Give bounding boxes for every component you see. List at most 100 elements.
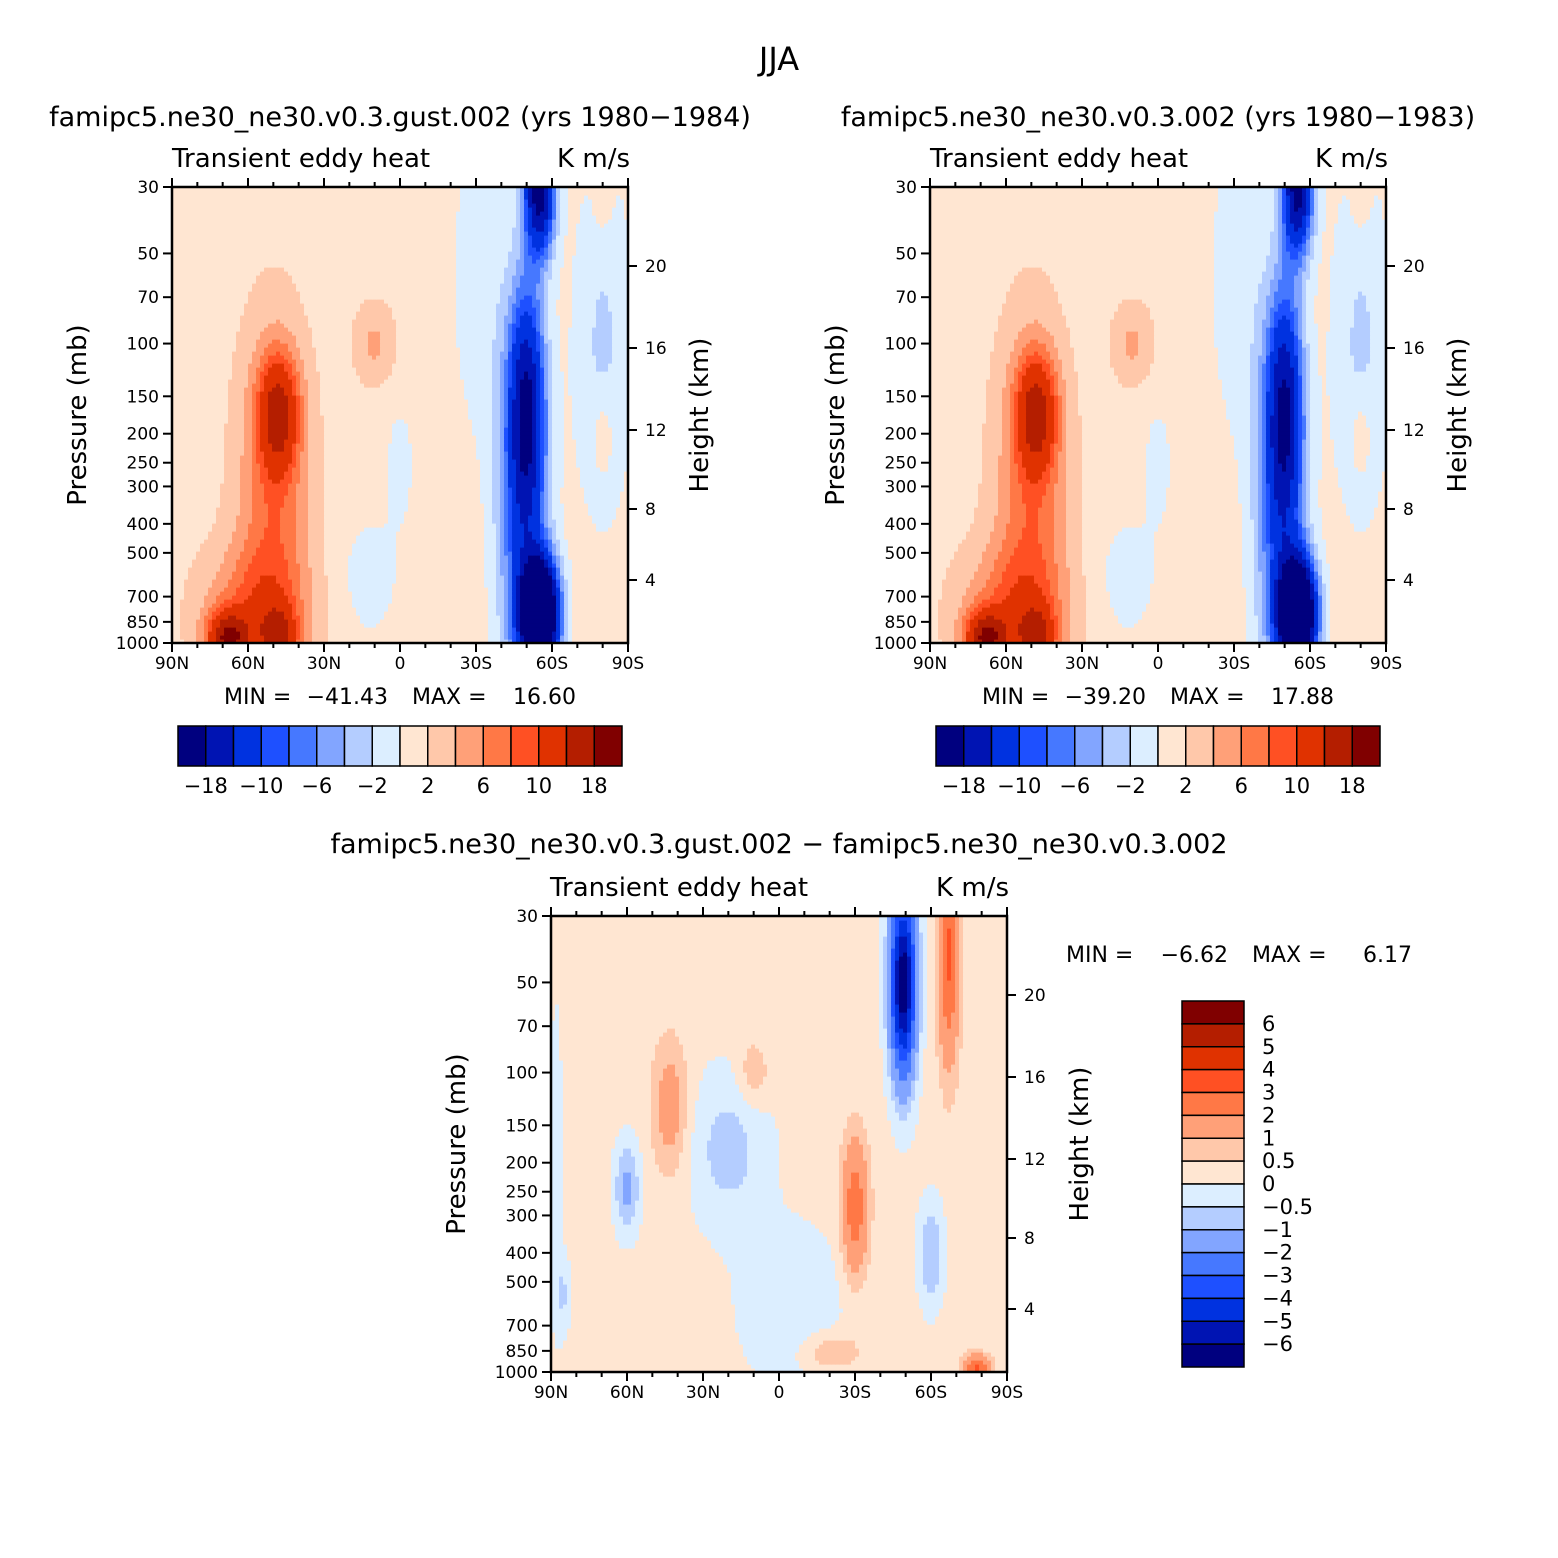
field-cell bbox=[368, 555, 373, 560]
field-cell bbox=[232, 491, 237, 496]
field-cell bbox=[436, 475, 441, 480]
field-cell bbox=[180, 527, 185, 532]
field-cell bbox=[596, 511, 601, 516]
field-cell bbox=[448, 559, 453, 564]
field-cell bbox=[464, 583, 469, 588]
field-cell bbox=[432, 527, 437, 532]
field-cell bbox=[424, 523, 429, 528]
field-cell bbox=[184, 547, 189, 552]
field-cell bbox=[232, 519, 237, 524]
field-cell bbox=[600, 635, 605, 640]
field-cell bbox=[348, 627, 353, 632]
field-cell bbox=[308, 527, 313, 532]
field-cell bbox=[360, 583, 365, 588]
field-cell bbox=[472, 519, 477, 524]
field-cell bbox=[576, 531, 581, 536]
field-cell bbox=[292, 511, 297, 516]
field-cell bbox=[360, 563, 365, 568]
field-cell bbox=[176, 527, 181, 532]
field-cell bbox=[488, 587, 493, 592]
field-cell bbox=[580, 507, 585, 512]
field-cell bbox=[544, 527, 549, 532]
field-cell bbox=[440, 599, 445, 604]
field-cell bbox=[460, 507, 465, 512]
field-cell bbox=[388, 487, 393, 492]
field-cell bbox=[276, 575, 281, 580]
field-cell bbox=[436, 471, 441, 476]
field-cell bbox=[428, 563, 433, 568]
field-cell bbox=[464, 611, 469, 616]
field-cell bbox=[336, 623, 341, 628]
field-cell bbox=[240, 519, 245, 524]
field-cell bbox=[356, 543, 361, 548]
field-cell bbox=[236, 619, 241, 624]
field-cell bbox=[532, 503, 537, 508]
field-cell bbox=[376, 539, 381, 544]
field-cell bbox=[492, 607, 497, 612]
field-cell bbox=[312, 527, 317, 532]
field-cell bbox=[484, 515, 489, 520]
field-cell bbox=[204, 467, 209, 472]
field-cell bbox=[608, 559, 613, 564]
field-cell bbox=[212, 635, 217, 640]
field-cell bbox=[484, 467, 489, 472]
field-cell bbox=[312, 591, 317, 596]
field-cell bbox=[284, 619, 289, 624]
field-cell bbox=[340, 503, 345, 508]
field-cell bbox=[532, 603, 537, 608]
field-cell bbox=[344, 583, 349, 588]
field-cell bbox=[360, 599, 365, 604]
field-cell bbox=[380, 499, 385, 504]
field-cell bbox=[328, 499, 333, 504]
field-cell bbox=[616, 579, 621, 584]
field-cell bbox=[172, 579, 177, 584]
field-cell bbox=[616, 495, 621, 500]
field-cell bbox=[232, 539, 237, 544]
field-cell bbox=[576, 499, 581, 504]
field-cell bbox=[508, 587, 513, 592]
field-cell bbox=[524, 515, 529, 520]
field-cell bbox=[300, 479, 305, 484]
field-cell bbox=[392, 523, 397, 528]
field-cell bbox=[612, 547, 617, 552]
field-cell bbox=[344, 635, 349, 640]
field-cell bbox=[292, 491, 297, 496]
field-cell bbox=[396, 615, 401, 620]
field-cell bbox=[528, 495, 533, 500]
field-cell bbox=[340, 631, 345, 636]
field-cell bbox=[416, 511, 421, 516]
field-cell bbox=[348, 603, 353, 608]
field-cell bbox=[432, 555, 437, 560]
field-cell bbox=[548, 499, 553, 504]
field-cell bbox=[572, 503, 577, 508]
field-cell bbox=[492, 511, 497, 516]
field-cell bbox=[580, 487, 585, 492]
field-cell bbox=[364, 631, 369, 636]
field-cell bbox=[616, 535, 621, 540]
field-cell bbox=[348, 631, 353, 636]
field-cell bbox=[472, 527, 477, 532]
field-cell bbox=[540, 559, 545, 564]
field-cell bbox=[460, 611, 465, 616]
field-cell bbox=[384, 639, 389, 643]
field-cell bbox=[296, 631, 301, 636]
field-cell bbox=[464, 627, 469, 632]
field-cell bbox=[356, 567, 361, 572]
field-cell bbox=[256, 551, 261, 556]
field-cell bbox=[544, 511, 549, 516]
field-cell bbox=[364, 515, 369, 520]
field-cell bbox=[284, 615, 289, 620]
field-cell bbox=[588, 543, 593, 548]
field-cell bbox=[556, 587, 561, 592]
field-cell bbox=[216, 603, 221, 608]
field-cell bbox=[176, 607, 181, 612]
field-cell bbox=[548, 563, 553, 568]
field-cell bbox=[400, 571, 405, 576]
field-cell bbox=[508, 527, 513, 532]
field-cell bbox=[476, 527, 481, 532]
field-cell bbox=[368, 483, 373, 488]
field-cell bbox=[484, 487, 489, 492]
field-cell bbox=[480, 471, 485, 476]
field-cell bbox=[212, 623, 217, 628]
field-cell bbox=[232, 475, 237, 480]
